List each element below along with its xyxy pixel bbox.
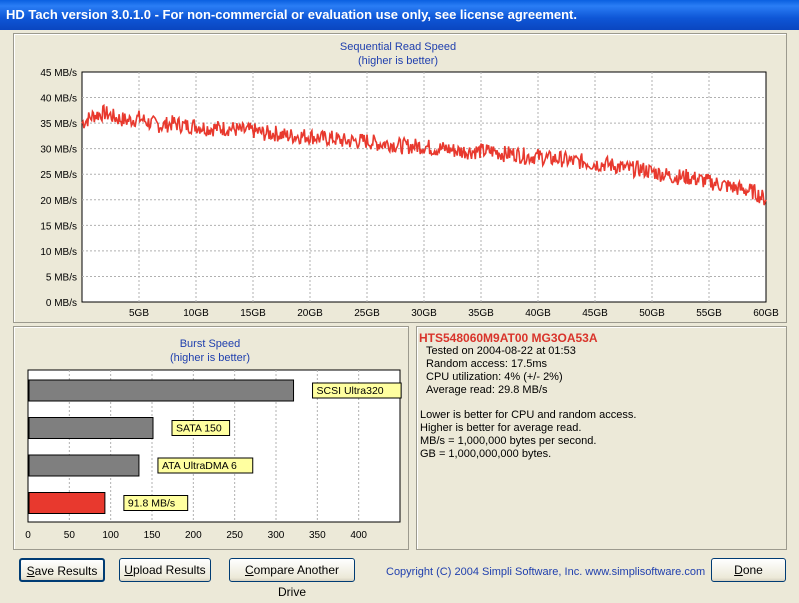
- done-button-label: one: [742, 563, 763, 577]
- sequential-read-chart: 0 MB/s 5 MB/s 10 MB/s 15 MB/s 20 MB/s 25 MB/s…: [40, 68, 779, 319]
- burst-x-tick-label: 300: [268, 530, 285, 541]
- upload-results-button[interactable]: Upload Results: [119, 558, 211, 582]
- info-note-lower: Lower is better for CPU and random acces…: [420, 409, 637, 421]
- burst-x-tick-label: 350: [309, 530, 326, 541]
- seq-y-tick-label: 15 MB/s: [40, 221, 77, 232]
- seq-chart-title-text: Sequential Read Speed: [339, 41, 457, 53]
- burst-x-tick-label: 50: [64, 530, 76, 541]
- window-title: HD Tach version 3.0.1.0 - For non-commer…: [6, 7, 577, 22]
- window-title-bar: HD Tach version 3.0.1.0 - For non-commer…: [0, 0, 799, 30]
- drive-info-panel: [416, 326, 787, 550]
- info-tested-on: Tested on 2004-08-22 at 01:53: [426, 345, 576, 357]
- seq-y-tick-label: 25 MB/s: [40, 170, 77, 181]
- burst-x-tick-label: 0: [25, 530, 31, 541]
- seq-x-tick-label: 20GB: [297, 308, 323, 319]
- seq-y-tick-label: 45 MB/s: [40, 68, 77, 79]
- seq-x-tick-label: 50GB: [639, 308, 665, 319]
- burst-x-tick-label: 250: [226, 530, 243, 541]
- save-results-button-mnemonic: S: [26, 564, 35, 578]
- burst-x-tick-label: 150: [144, 530, 161, 541]
- burst-speed-chart: 0 50 100 150 200 250 300 350 400 SCSI Ultra320 SAT…: [25, 369, 402, 541]
- burst-bar-label-box: [312, 382, 402, 399]
- burst-bar-label: SCSI Ultra320: [317, 385, 384, 397]
- info-note-mbs: MB/s = 1,000,000 bytes per second.: [420, 435, 597, 447]
- seq-x-tick-label: 25GB: [354, 308, 380, 319]
- seq-x-tick-label: 15GB: [240, 308, 266, 319]
- seq-chart-title: Sequential Read Speed (higher is better): [298, 40, 498, 68]
- burst-bar-label: SATA 150: [176, 423, 222, 435]
- seq-x-tick-label: 30GB: [411, 308, 437, 319]
- seq-y-tick-label: 40 MB/s: [40, 94, 77, 105]
- burst-bar-label-box: [171, 420, 231, 436]
- seq-y-tick-label: 35 MB/s: [40, 119, 77, 130]
- upload-results-button-label: pload Results: [132, 563, 206, 577]
- done-button[interactable]: Done: [711, 558, 786, 582]
- burst-bar: [28, 417, 154, 439]
- copyright-text: Copyright (C) 2004 Simpli Software, Inc.…: [386, 566, 706, 578]
- info-note-higher: Higher is better for average read.: [420, 422, 582, 434]
- burst-chart-title: Burst Speed (higher is better): [110, 337, 310, 365]
- info-random-access: Random access: 17.5ms: [426, 358, 548, 370]
- compare-another-drive-button-label: ompare Another Drive: [253, 563, 340, 599]
- seq-x-tick-label: 45GB: [582, 308, 608, 319]
- seq-chart-subtitle: (higher is better): [357, 55, 439, 67]
- compare-another-drive-button-mnemonic: C: [244, 563, 254, 577]
- compare-another-drive-button[interactable]: Compare Another Drive: [229, 558, 355, 599]
- burst-bar-label: 91.8 MB/s: [128, 498, 175, 510]
- burst-bar-label-box: [157, 457, 254, 474]
- seq-read-series-line: [81, 103, 767, 206]
- burst-chart-title-text: Burst Speed: [179, 338, 241, 350]
- upload-results-button-mnemonic: U: [124, 563, 133, 577]
- seq-x-tick-label: 60GB: [753, 308, 779, 319]
- seq-y-tick-label: 30 MB/s: [40, 145, 77, 156]
- seq-y-tick-label: 0 MB/s: [46, 298, 77, 309]
- burst-bar-label-box: [123, 495, 189, 511]
- burst-x-tick-label: 100: [102, 530, 119, 541]
- seq-plot-area: [81, 71, 767, 303]
- save-results-button[interactable]: Save Results: [19, 558, 105, 582]
- seq-x-tick-label: 5GB: [129, 308, 149, 319]
- burst-x-tick-label: 200: [185, 530, 202, 541]
- drive-name: HTS548060M9AT00 MG3OA53A: [419, 331, 598, 345]
- burst-chart-subtitle: (higher is better): [169, 352, 251, 364]
- seq-x-tick-label: 10GB: [183, 308, 209, 319]
- seq-x-tick-label: 40GB: [525, 308, 551, 319]
- seq-y-tick-label: 5 MB/s: [46, 272, 77, 283]
- save-results-button-label: ave Results: [34, 564, 98, 578]
- seq-y-tick-label: 10 MB/s: [40, 247, 77, 258]
- done-button-mnemonic: D: [734, 563, 743, 577]
- info-average-read: Average read: 29.8 MB/s: [426, 384, 548, 396]
- burst-bar: [28, 454, 140, 477]
- burst-x-tick-label: 400: [350, 530, 367, 541]
- burst-bar: [28, 492, 106, 514]
- info-cpu-utilization: CPU utilization: 4% (+/- 2%): [426, 371, 563, 383]
- seq-y-tick-label: 20 MB/s: [40, 196, 77, 207]
- burst-bar-label: ATA UltraDMA 6: [162, 460, 237, 472]
- seq-x-tick-label: 55GB: [696, 308, 722, 319]
- seq-x-tick-label: 35GB: [468, 308, 494, 319]
- info-note-gb: GB = 1,000,000,000 bytes.: [420, 448, 552, 460]
- burst-bar: [28, 379, 295, 402]
